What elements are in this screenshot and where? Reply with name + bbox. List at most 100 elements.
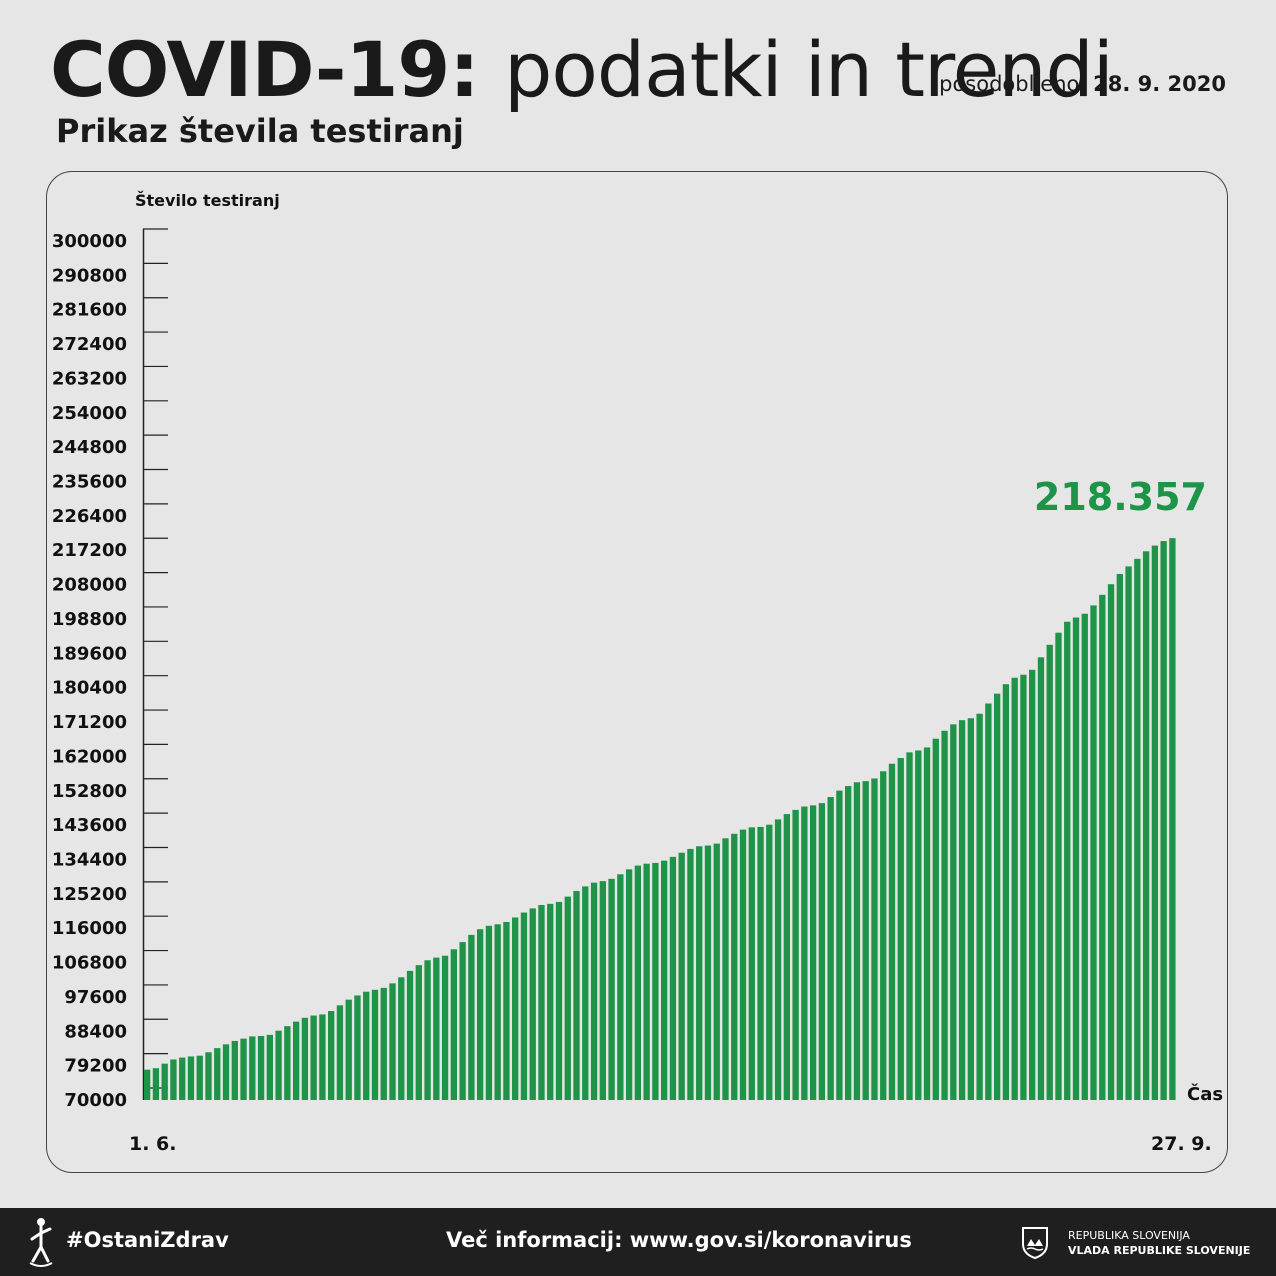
y-tick-label: 180400 xyxy=(52,678,127,699)
bar xyxy=(1037,657,1045,1100)
bar xyxy=(853,782,861,1100)
bar xyxy=(625,869,633,1100)
bar xyxy=(774,819,782,1100)
y-tick-label: 162000 xyxy=(52,746,127,767)
bar xyxy=(976,713,983,1100)
bar xyxy=(1134,558,1141,1100)
bar xyxy=(441,955,449,1100)
bars xyxy=(144,538,1176,1100)
bar xyxy=(363,991,370,1100)
x-end-label: 27. 9. xyxy=(1151,1133,1212,1155)
bar xyxy=(547,903,554,1100)
bar xyxy=(827,797,834,1100)
bar xyxy=(319,1014,326,1100)
bar xyxy=(459,942,466,1100)
bar xyxy=(950,724,957,1100)
bar xyxy=(845,786,852,1100)
y-tick-label: 106800 xyxy=(52,953,127,974)
bar xyxy=(1125,566,1132,1100)
bar xyxy=(1020,674,1027,1100)
y-tick-label: 235600 xyxy=(52,472,127,493)
bar xyxy=(328,1011,335,1100)
bar xyxy=(144,1069,151,1100)
bar xyxy=(380,987,387,1100)
bar xyxy=(1046,644,1053,1100)
bar xyxy=(993,693,1001,1100)
bar xyxy=(450,949,457,1100)
y-tick-label: 97600 xyxy=(64,987,127,1008)
y-tick-label: 189600 xyxy=(52,643,127,664)
bar xyxy=(485,925,493,1100)
y-tick-label: 171200 xyxy=(52,712,127,733)
bar xyxy=(1064,621,1071,1100)
bar xyxy=(205,1052,212,1100)
bar xyxy=(415,965,422,1100)
page-title: COVID-19: podatki in trendi xyxy=(50,22,1114,118)
bar xyxy=(1072,617,1080,1100)
y-tick-label: 134400 xyxy=(52,849,127,870)
bar xyxy=(617,874,624,1100)
bar xyxy=(643,863,650,1100)
bar xyxy=(284,1026,291,1100)
bar xyxy=(1011,677,1018,1100)
chart-frame xyxy=(46,171,1228,1173)
coat-of-arms-icon xyxy=(1022,1227,1048,1260)
bar xyxy=(1055,632,1062,1100)
bar xyxy=(538,904,545,1100)
y-tick-label: 226400 xyxy=(52,506,127,527)
bar xyxy=(564,896,571,1100)
bar xyxy=(932,738,939,1100)
bar xyxy=(739,829,747,1100)
bar xyxy=(398,977,405,1100)
y-axis-title: Število testiranj xyxy=(135,191,280,210)
bar xyxy=(967,718,974,1100)
y-ticks: 300000 290800 281600 272400 263200 254000 2448… xyxy=(52,228,168,1111)
bar xyxy=(389,983,396,1100)
government-label: REPUBLIKA SLOVENIJA VLADA REPUBLIKE SLOV… xyxy=(1068,1228,1250,1258)
bar xyxy=(424,960,431,1100)
bar xyxy=(503,922,510,1100)
bar xyxy=(652,862,659,1100)
bar xyxy=(292,1021,300,1100)
bar xyxy=(170,1059,177,1100)
bar xyxy=(608,878,615,1100)
bar xyxy=(512,917,519,1100)
y-tick-label: 290800 xyxy=(52,265,127,286)
bar xyxy=(406,970,414,1100)
bar xyxy=(792,809,799,1100)
bar xyxy=(1099,594,1106,1100)
bar xyxy=(678,852,685,1100)
bar xyxy=(985,703,992,1100)
y-tick-label: 217200 xyxy=(52,540,127,561)
bar xyxy=(468,934,475,1100)
y-tick-label: 116000 xyxy=(52,918,127,939)
bar xyxy=(214,1048,221,1100)
bar xyxy=(1160,541,1167,1100)
bar xyxy=(433,957,440,1100)
bar xyxy=(958,720,966,1100)
bar xyxy=(906,752,913,1100)
bar xyxy=(336,1005,344,1100)
bar xyxy=(669,856,677,1100)
bar xyxy=(661,860,668,1100)
y-tick-label: 263200 xyxy=(52,368,127,389)
bar xyxy=(801,806,808,1100)
bar xyxy=(1169,538,1176,1100)
bar xyxy=(354,995,361,1100)
y-tick-label: 244800 xyxy=(52,437,127,458)
y-tick-label: 300000 xyxy=(52,231,127,252)
bar xyxy=(748,827,755,1100)
bar xyxy=(187,1056,195,1100)
bar xyxy=(582,886,589,1100)
bar xyxy=(529,908,536,1100)
bar xyxy=(880,771,887,1100)
bar xyxy=(809,805,817,1100)
updated-date: 28. 9. 2020 xyxy=(1093,72,1226,96)
bar xyxy=(310,1015,317,1100)
y-tick-label: 208000 xyxy=(52,575,127,596)
hashtag: #OstaniZdrav xyxy=(66,1228,229,1252)
y-tick-label: 281600 xyxy=(52,300,127,321)
bar xyxy=(301,1017,309,1100)
bar xyxy=(687,848,694,1100)
more-info-link[interactable]: Več informacij: www.gov.si/koronavirus xyxy=(446,1228,912,1252)
